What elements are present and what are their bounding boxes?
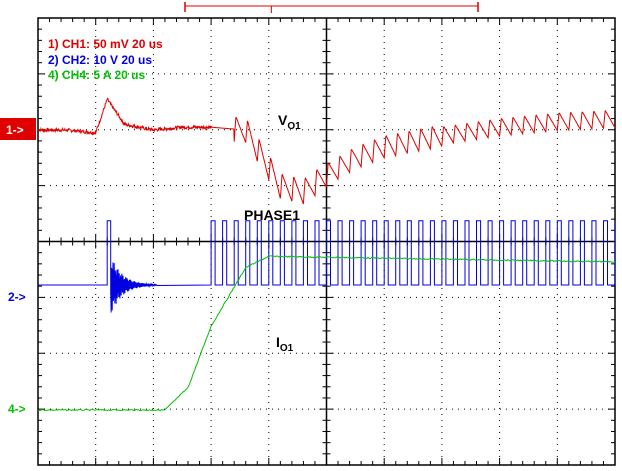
ch2-marker: 2-> [8, 290, 26, 304]
vo1-main: V [278, 112, 288, 128]
io1-annotation: IO1 [276, 334, 294, 354]
vo1-annotation: VO1 [278, 112, 301, 132]
ch1-marker-bg [0, 118, 36, 140]
traces [37, 97, 616, 412]
phase1-annotation: PHASE1 [244, 207, 300, 223]
ch2-trace [38, 220, 616, 313]
ch4-marker: 4-> [8, 402, 26, 416]
ch4-trace [37, 255, 616, 412]
trigger-t-label: T [268, 4, 275, 16]
io1-main: I [276, 334, 280, 350]
io1-sub: O1 [280, 343, 294, 354]
ch1-label: 1) CH1: 50 mV 20 us [48, 37, 163, 51]
ch1-marker: 1-> [6, 123, 24, 137]
ch2-label: 2) CH2: 10 V 20 us [48, 53, 152, 67]
vo1-sub: O1 [287, 121, 301, 132]
ch4-label: 4) CH4: 5 A 20 us [48, 68, 145, 82]
trigger-indicator: T [184, 2, 479, 16]
ch1-trace [37, 97, 616, 205]
